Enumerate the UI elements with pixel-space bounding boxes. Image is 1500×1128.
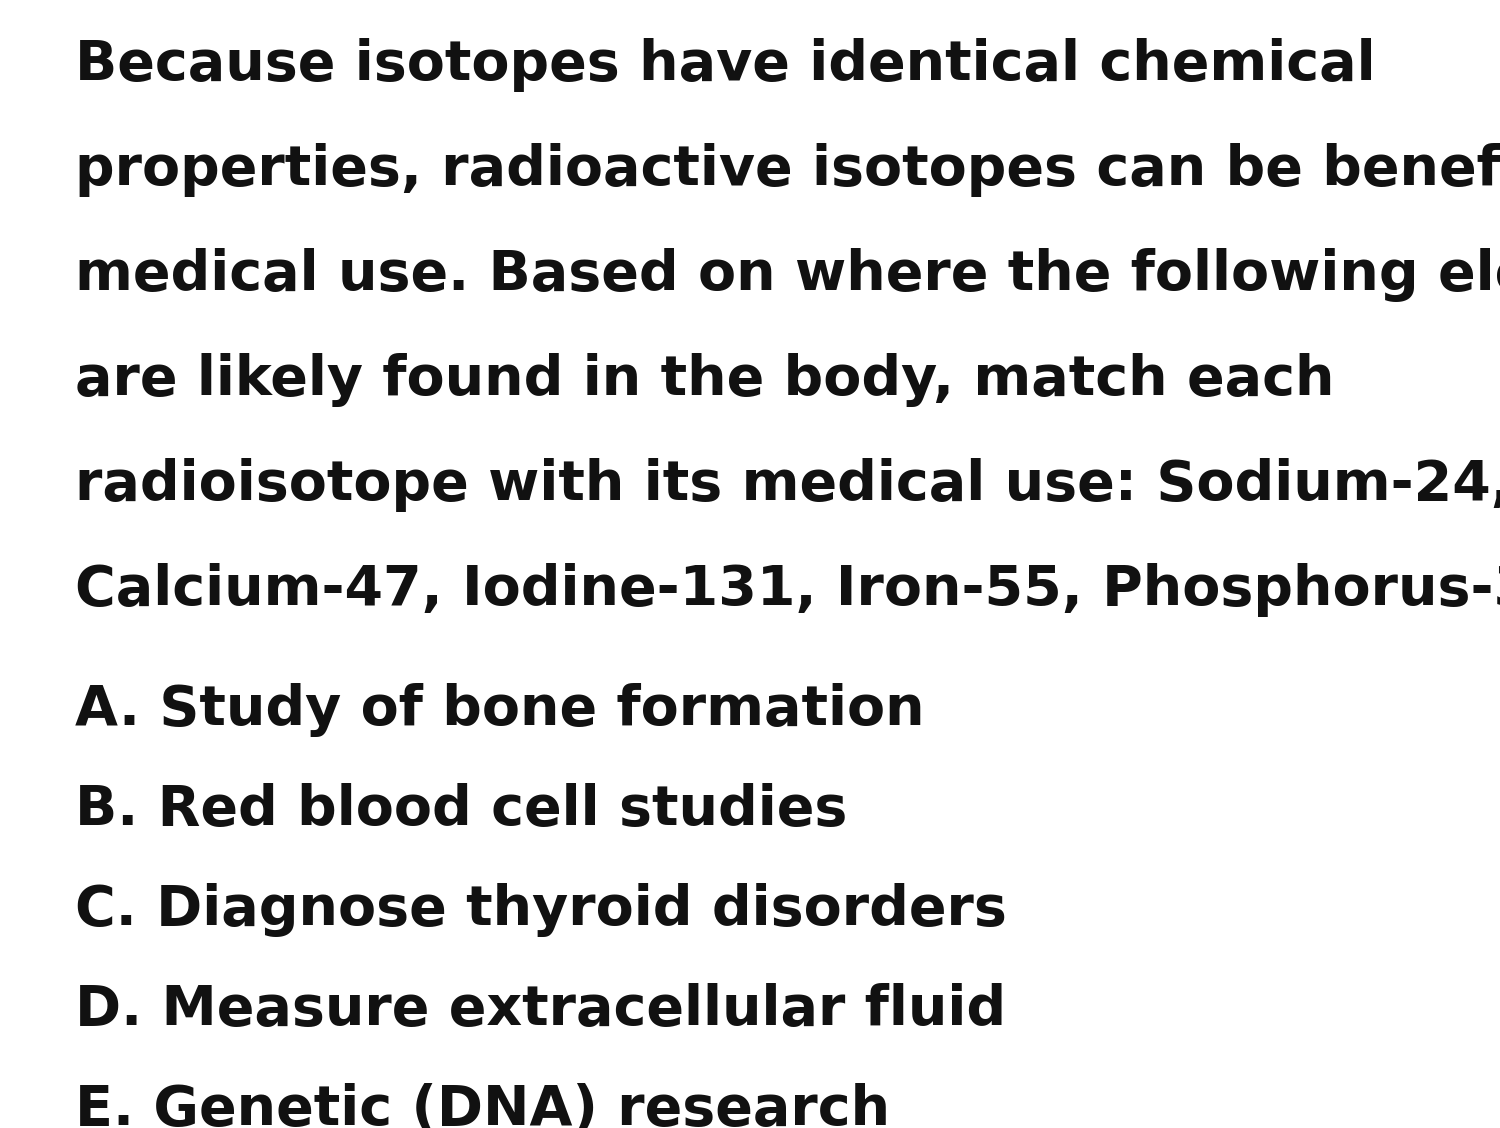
- Text: are likely found in the body, match each: are likely found in the body, match each: [75, 353, 1335, 407]
- Text: C. Diagnose thyroid disorders: C. Diagnose thyroid disorders: [75, 883, 1006, 937]
- Text: D. Measure extracellular fluid: D. Measure extracellular fluid: [75, 982, 1006, 1037]
- Text: E. Genetic (DNA) research: E. Genetic (DNA) research: [75, 1083, 889, 1128]
- Text: Calcium-47, Iodine-131, Iron-55, Phosphorus-32.: Calcium-47, Iodine-131, Iron-55, Phospho…: [75, 563, 1500, 617]
- Text: B. Red blood cell studies: B. Red blood cell studies: [75, 783, 847, 837]
- Text: properties, radioactive isotopes can be beneficial for: properties, radioactive isotopes can be …: [75, 143, 1500, 197]
- Text: A. Study of bone formation: A. Study of bone formation: [75, 682, 924, 737]
- Text: medical use. Based on where the following elements: medical use. Based on where the followin…: [75, 248, 1500, 302]
- Text: Because isotopes have identical chemical: Because isotopes have identical chemical: [75, 38, 1376, 92]
- Text: radioisotope with its medical use: Sodium-24,: radioisotope with its medical use: Sodiu…: [75, 458, 1500, 512]
